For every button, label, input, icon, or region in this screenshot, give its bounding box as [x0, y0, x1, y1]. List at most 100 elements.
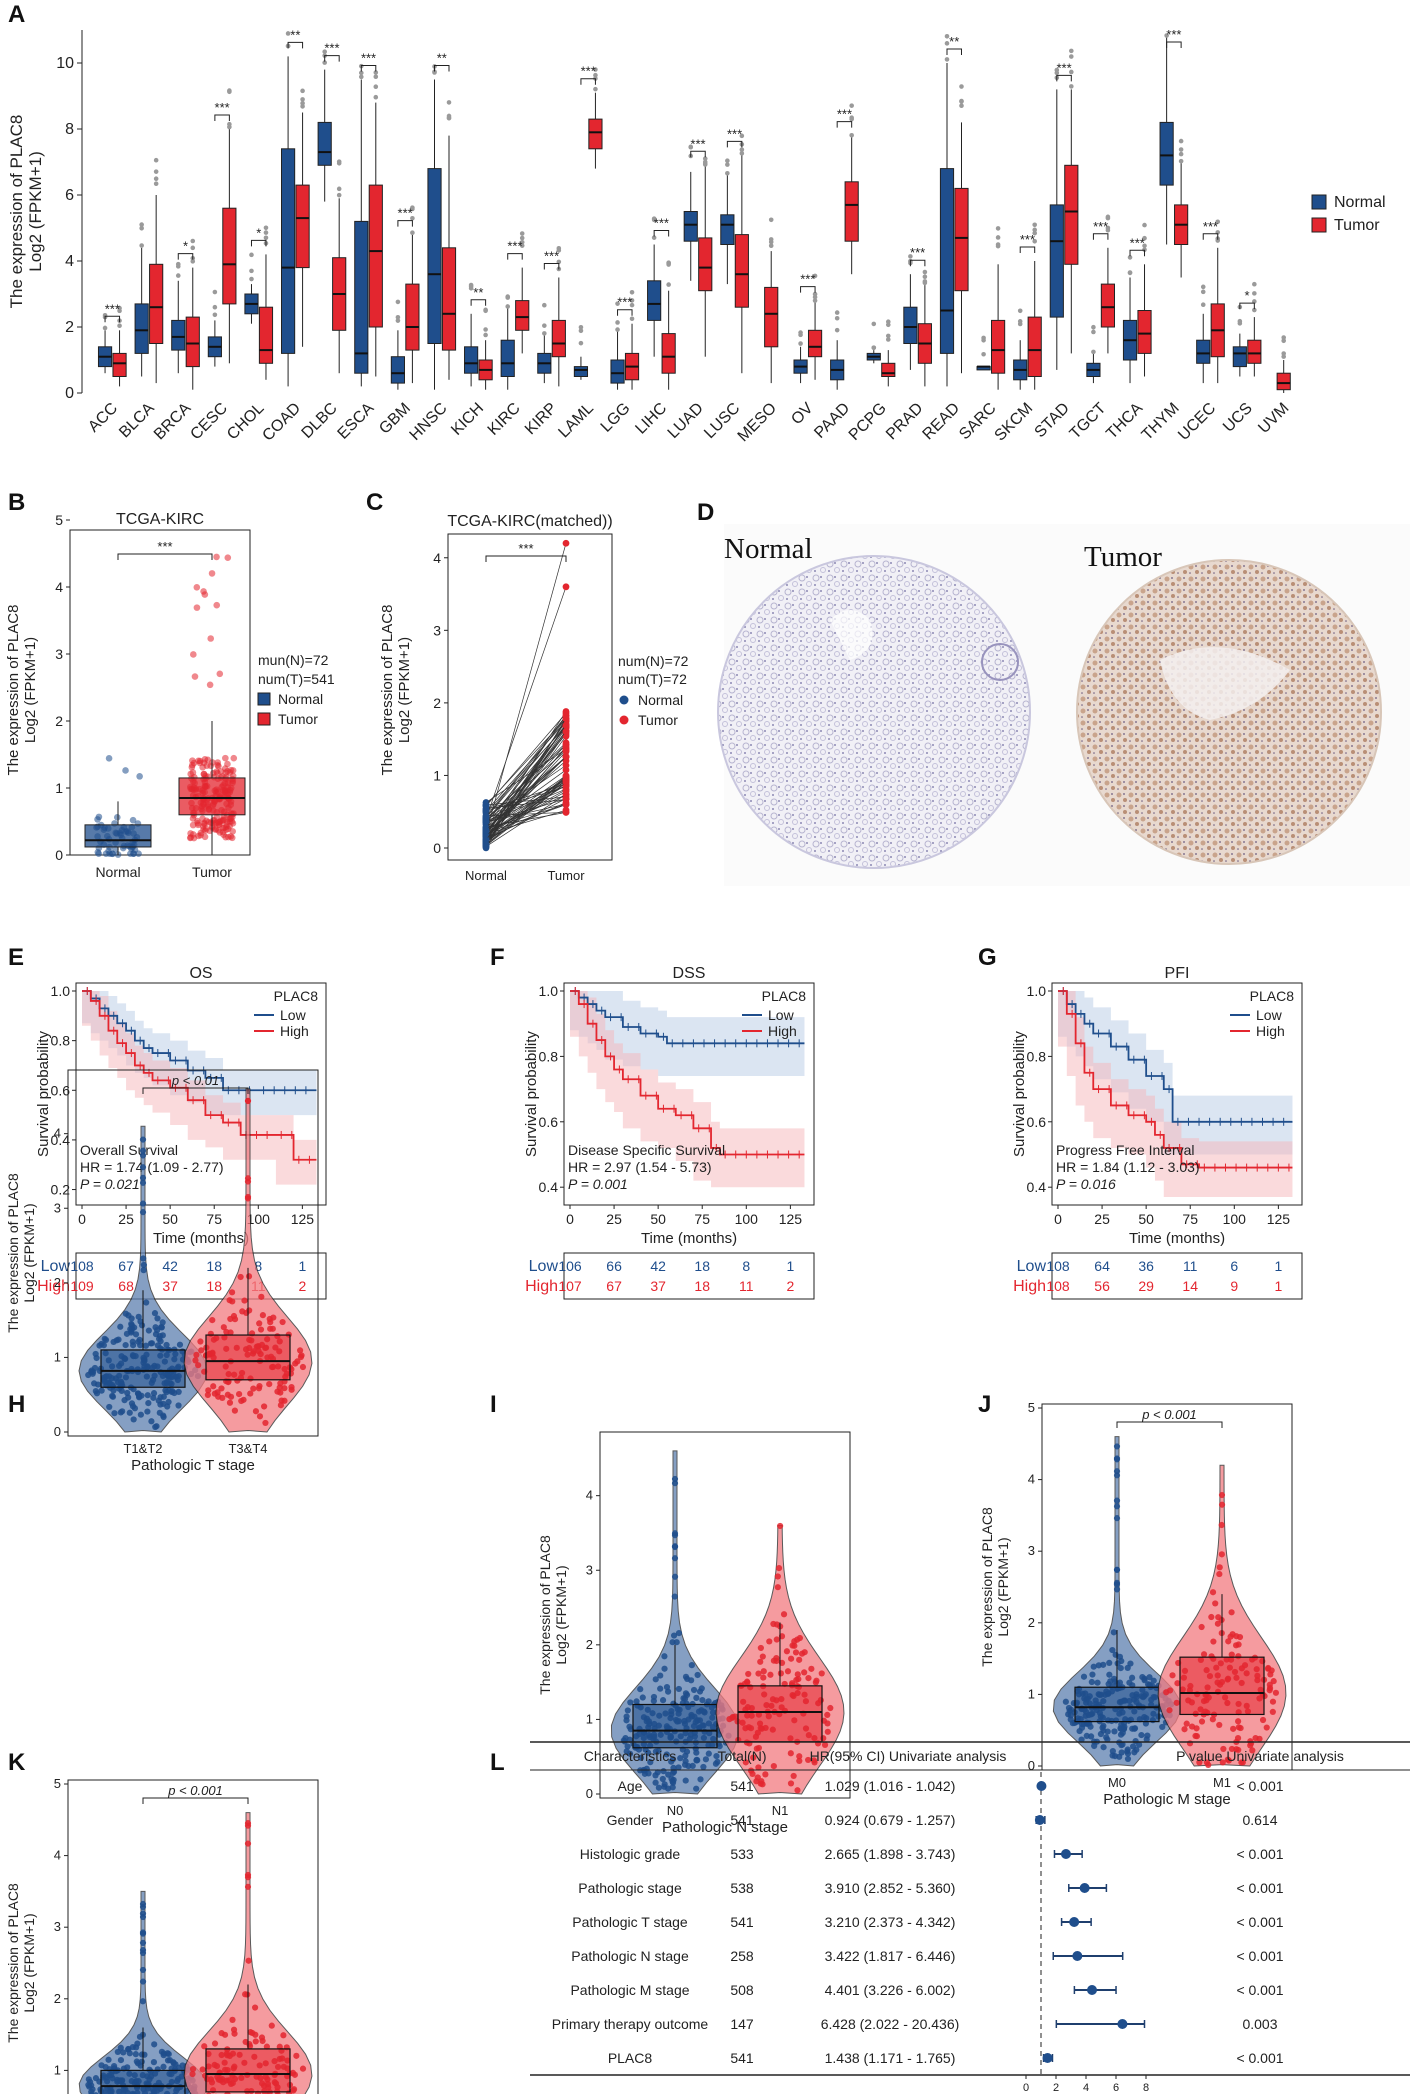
jitter-point	[675, 1630, 683, 1637]
jitter-point	[137, 1411, 144, 1418]
jitter-point	[130, 1342, 137, 1349]
jitter-point	[791, 1642, 798, 1649]
jitter-point	[133, 2044, 140, 2051]
jitter-point	[98, 1340, 105, 1348]
jitter-point	[256, 1413, 264, 1420]
risk-value: 18	[206, 1278, 222, 1294]
jitter-point	[140, 1267, 147, 1274]
risk-value: 18	[694, 1258, 710, 1274]
panel-d: D Normal Tumor	[697, 499, 1410, 886]
jitter-point	[195, 832, 202, 840]
box-M1	[1179, 1656, 1265, 1716]
jitter-point	[193, 1351, 200, 1358]
jitter-point	[821, 1741, 829, 1748]
jitter-point	[92, 1387, 99, 1395]
row-characteristic: Pathologic M stage	[570, 1982, 689, 1998]
outlier-point	[285, 31, 291, 36]
jitter-point	[767, 1671, 774, 1678]
jitter-point	[163, 1341, 170, 1349]
x-tick-label-KIRC: KIRC	[485, 400, 524, 439]
legend-title: PLAC8	[1250, 988, 1295, 1004]
significance-bracket	[1116, 1421, 1223, 1428]
box-normal-LIHC	[647, 280, 662, 321]
jitter-point	[1099, 1724, 1106, 1731]
jitter-point	[808, 1665, 815, 1672]
jitter-point	[1113, 1455, 1121, 1462]
outlier-point	[336, 192, 342, 198]
jitter-point	[1159, 1723, 1166, 1731]
jitter-point	[1235, 1718, 1242, 1725]
y-tick-label: 0.4	[539, 1179, 559, 1195]
y-tick-label: 0	[54, 1424, 61, 1439]
outlier-point	[739, 151, 745, 156]
outlier-point	[336, 160, 342, 166]
jitter-point	[824, 1728, 831, 1735]
jitter-point	[92, 1350, 99, 1358]
legend-swatch-normal	[619, 695, 629, 705]
outlier-point	[249, 276, 254, 282]
outlier-point	[139, 222, 144, 227]
y-tick-label: 8	[65, 121, 74, 138]
outlier-point	[849, 132, 854, 138]
outlier-point	[1017, 319, 1023, 324]
legend-swatch-tumor	[257, 712, 271, 726]
jitter-point	[1192, 1732, 1199, 1740]
y-tick-label: 3	[54, 1200, 61, 1215]
chart-title: TCGA-KIRC	[116, 511, 204, 528]
outlier-point	[725, 170, 730, 176]
jitter-point	[138, 2051, 146, 2058]
y-tick-label: 0	[433, 840, 441, 856]
box-normal	[84, 824, 152, 848]
jitter-point	[198, 1347, 205, 1354]
risk-value: 9	[1230, 1278, 1238, 1294]
y-axis-title: The expression of PLAC8	[5, 1883, 21, 2043]
risk-value: 18	[694, 1278, 710, 1294]
outlier-point	[322, 49, 327, 54]
jitter-point	[801, 1649, 808, 1656]
jitter-point	[244, 1195, 252, 1202]
jitter-point	[262, 1419, 269, 1427]
jitter-point	[259, 1312, 266, 1319]
legend-label-normal: Normal	[638, 692, 683, 708]
box-tumor-ESCA	[368, 184, 383, 328]
jitter-point	[219, 1394, 226, 1401]
jitter-point	[165, 2051, 172, 2058]
table-header: Characteristics	[584, 1748, 677, 1764]
jitter-point	[277, 1380, 284, 1387]
jitter-point	[1269, 1698, 1277, 1705]
outlier-point	[117, 305, 122, 311]
y-tick-label: 4	[433, 550, 441, 566]
x-tick-label-DLBC: DLBC	[299, 400, 341, 442]
outlier-point	[1091, 349, 1096, 355]
jitter-point	[131, 1405, 139, 1412]
outlier-point	[212, 289, 218, 295]
outlier-point	[1164, 33, 1169, 38]
jitter-point	[770, 1657, 778, 1664]
jitter-point	[150, 1394, 157, 1401]
outlier-point	[1252, 291, 1257, 296]
row-total-n: 541	[730, 1914, 754, 1930]
jitter-point	[759, 1653, 766, 1660]
y-tick-label: 0.6	[1027, 1114, 1047, 1130]
risk-value: 11	[1183, 1258, 1198, 1274]
outlier-point	[812, 298, 818, 303]
paired-line	[485, 796, 567, 806]
outlier-point	[922, 269, 928, 275]
outlier-point	[666, 282, 671, 287]
outlier-point	[373, 74, 379, 80]
jitter-point	[252, 2038, 259, 2045]
x-tick-label-THCA: THCA	[1103, 400, 1146, 443]
jitter-point	[1219, 1759, 1226, 1766]
row-hr-ci: 6.428 (2.022 - 20.436)	[821, 2016, 960, 2032]
y-tick-label: 0	[65, 385, 74, 402]
jitter-point	[120, 2049, 127, 2056]
jitter-point	[645, 1770, 652, 1777]
significance-label: p < 0.001	[167, 1783, 223, 1798]
outlier-point	[1252, 307, 1257, 313]
outlier-point	[798, 341, 803, 346]
outlier-point	[446, 115, 452, 121]
jitter-point	[204, 1391, 211, 1399]
outlier-point	[1142, 243, 1147, 249]
jitter-point	[682, 1752, 689, 1759]
outlier-point	[981, 337, 986, 343]
